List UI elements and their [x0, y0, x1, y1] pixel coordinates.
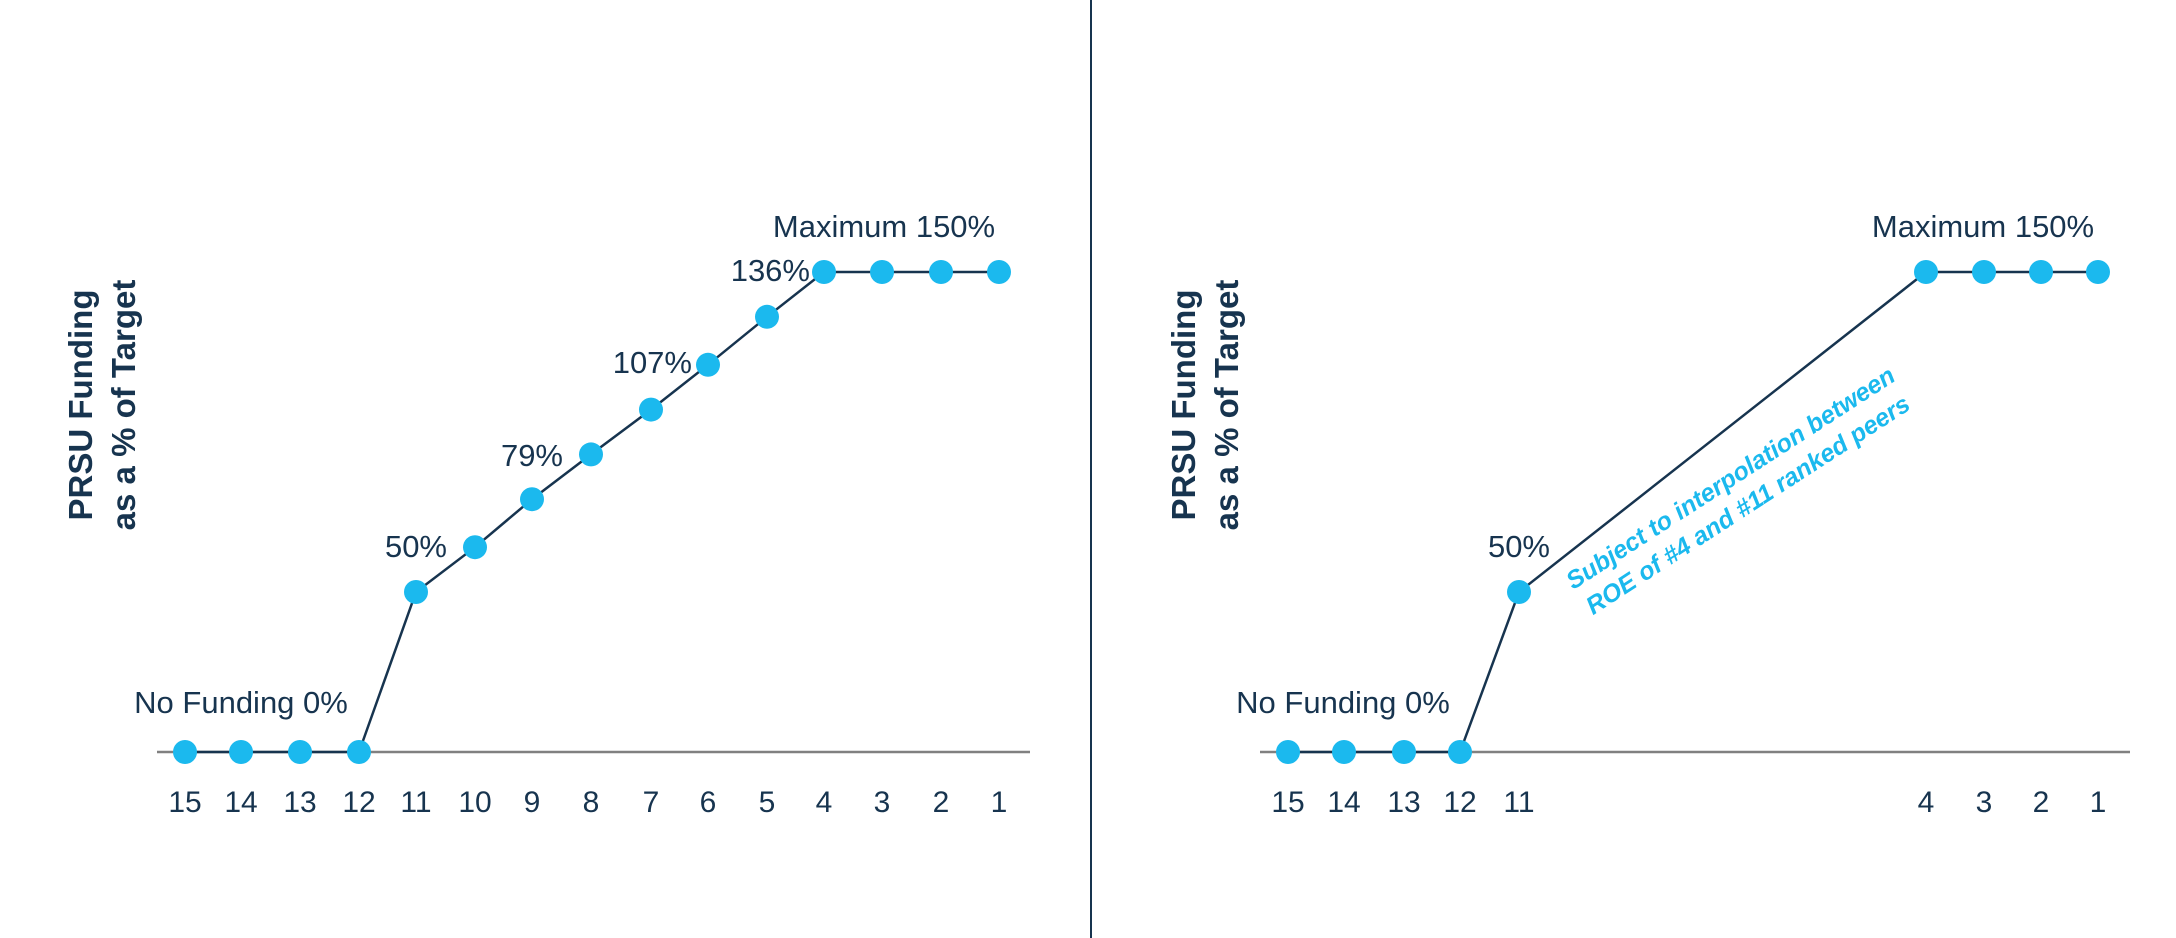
data-point — [288, 740, 312, 764]
data-point — [1392, 740, 1416, 764]
x-tick-label: 9 — [524, 786, 541, 819]
data-point — [579, 442, 603, 467]
data-point — [870, 260, 894, 284]
data-point — [755, 304, 779, 329]
series-line — [185, 270, 999, 754]
data-label: Maximum 150% — [1872, 209, 2094, 244]
x-tick-label: 7 — [643, 786, 660, 819]
x-tick-label: 8 — [583, 786, 600, 819]
data-label: No Funding 0% — [1236, 685, 1450, 720]
x-tick-label: 1 — [2090, 786, 2107, 819]
y-axis-label: PRSU Funding as a % of Target — [62, 280, 142, 531]
x-tick-label: 5 — [759, 786, 776, 819]
data-label: No Funding 0% — [134, 685, 348, 720]
x-tick-label: 3 — [874, 786, 891, 819]
y-axis-label-line: as a % of Target — [105, 280, 142, 531]
y-axis-label-line: PRSU Funding — [1165, 290, 1202, 521]
data-label: 50% — [385, 529, 447, 564]
data-label: 107% — [613, 345, 692, 380]
data-point — [1914, 260, 1938, 284]
y-axis-label-line: as a % of Target — [1208, 280, 1245, 531]
x-tick-label: 2 — [933, 786, 950, 819]
data-point — [1448, 740, 1472, 764]
data-point — [2086, 260, 2110, 284]
data-point — [812, 260, 836, 284]
x-tick-label: 12 — [1443, 786, 1476, 819]
x-tick-label: 13 — [1387, 786, 1420, 819]
data-point — [463, 535, 487, 560]
data-point — [987, 260, 1011, 284]
data-label: 50% — [1488, 529, 1550, 564]
x-tick-label: 4 — [816, 786, 833, 819]
x-tick-label: 14 — [1327, 786, 1360, 819]
y-axis-label-line: PRSU Funding — [62, 290, 99, 521]
data-point — [404, 580, 428, 604]
x-tick-label: 2 — [2033, 786, 2050, 819]
x-tick-label: 10 — [458, 786, 491, 819]
data-label: 136% — [731, 253, 810, 288]
x-tick-label: 14 — [224, 786, 257, 819]
data-point — [639, 397, 663, 422]
data-point — [229, 740, 253, 764]
data-label: Maximum 150% — [773, 209, 995, 244]
data-point — [696, 352, 720, 377]
x-tick-label: 11 — [400, 786, 431, 819]
data-point — [929, 260, 953, 284]
x-tick-label: 15 — [168, 786, 201, 819]
x-tick-label: 11 — [1503, 786, 1534, 819]
x-tick-label: 1 — [991, 786, 1008, 819]
x-tick-label: 15 — [1271, 786, 1304, 819]
data-point — [1972, 260, 1996, 284]
x-tick-label: 3 — [1976, 786, 1993, 819]
data-point — [1332, 740, 1356, 764]
data-point — [520, 487, 544, 512]
y-axis-label: PRSU Funding as a % of Target — [1165, 280, 1245, 531]
x-tick-label: 13 — [283, 786, 316, 819]
data-point — [173, 740, 197, 764]
data-point — [2029, 260, 2053, 284]
x-tick-label: 4 — [1918, 786, 1935, 819]
interpolation-note-line: Subject to interpolation between — [1561, 361, 1900, 595]
data-point — [1276, 740, 1300, 764]
data-point — [347, 740, 371, 764]
x-tick-label: 12 — [342, 786, 375, 819]
interpolation-note: Subject to interpolation betweenROE of #… — [1561, 361, 1918, 622]
data-label: 79% — [501, 438, 563, 473]
x-tick-label: 6 — [700, 786, 717, 819]
data-point — [1507, 580, 1531, 604]
